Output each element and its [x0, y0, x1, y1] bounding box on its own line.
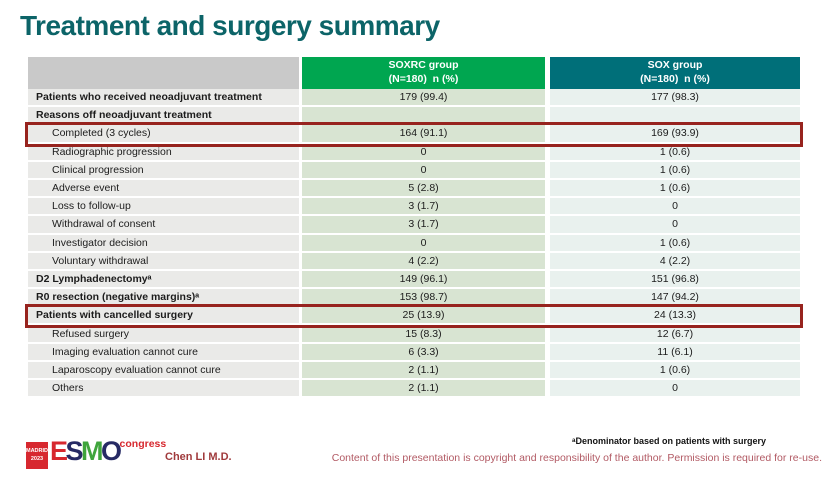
copyright-notice: Content of this presentation is copyrigh… [331, 452, 822, 464]
author-name: Chen LI M.D. [165, 451, 232, 463]
sox-value: 169 (93.9) [550, 125, 800, 142]
esmo-letter-s: S [65, 436, 84, 466]
table-row: Investigator decision 0 1 (0.6) [28, 234, 800, 253]
table-row: Loss to follow-up 3 (1.7) 0 [28, 198, 800, 217]
table-row: Clinical progression 0 1 (0.6) [28, 161, 800, 180]
table-row: Adverse event 5 (2.8) 1 (0.6) [28, 179, 800, 199]
sox-value: 24 (13.3) [550, 307, 800, 324]
row-label: D2 Lymphadenectomyᵃ [28, 270, 299, 288]
table-header-row: SOXRC group (N=180) n (%) SOX group (N=1… [28, 57, 800, 89]
soxrc-value [302, 107, 545, 124]
congress-label: congress [119, 438, 167, 450]
soxrc-value: 2 (1.1) [302, 361, 545, 378]
table-row: Reasons off neoadjuvant treatment [28, 107, 800, 126]
treatment-summary-table: SOXRC group (N=180) n (%) SOX group (N=1… [28, 57, 800, 399]
row-label: Adverse event [28, 179, 299, 197]
sox-value: 12 (6.7) [550, 325, 800, 342]
row-label: Withdrawal of consent [28, 216, 299, 233]
row-label: Laparoscopy evaluation cannot cure [28, 361, 299, 378]
sox-value: 1 (0.6) [550, 161, 800, 178]
soxrc-group-name: SOXRC group [388, 59, 459, 72]
table-row: Patients who received neoadjuvant treatm… [28, 89, 800, 108]
table-row: Others 2 (1.1) 0 [28, 380, 800, 399]
madrid-2023-badge: MADRID 2023 [26, 442, 48, 469]
table-body: Patients who received neoadjuvant treatm… [28, 89, 800, 399]
sox-value: 1 (0.6) [550, 179, 800, 197]
badge-year: 2023 [30, 455, 44, 462]
soxrc-value: 0 [302, 161, 545, 178]
row-label: Patients who received neoadjuvant treatm… [28, 89, 299, 106]
soxrc-group-n: (N=180) n (%) [388, 73, 459, 85]
row-label: Completed (3 cycles) [28, 125, 299, 142]
soxrc-value: 4 (2.2) [302, 252, 545, 269]
column-header-empty [28, 57, 299, 89]
sox-value: 151 (96.8) [550, 270, 800, 288]
row-label: Voluntary withdrawal [28, 252, 299, 269]
soxrc-value: 179 (99.4) [302, 89, 545, 106]
row-label: Others [28, 380, 299, 397]
table-row: Withdrawal of consent 3 (1.7) 0 [28, 216, 800, 235]
table-row: Radiographic progression 0 1 (0.6) [28, 143, 800, 162]
soxrc-value: 3 (1.7) [302, 198, 545, 215]
sox-value: 147 (94.2) [550, 289, 800, 306]
table-row: R0 resection (negative margins)ᵃ 153 (98.… [28, 289, 800, 308]
soxrc-value: 0 [302, 234, 545, 251]
sox-value: 0 [550, 216, 800, 233]
row-label: Patients with cancelled surgery [28, 307, 299, 324]
denominator-footnote: ᵃDenominator based on patients with surg… [572, 436, 766, 446]
soxrc-value: 153 (98.7) [302, 289, 545, 306]
sox-value: 4 (2.2) [550, 252, 800, 269]
row-label: Radiographic progression [28, 143, 299, 160]
row-label: Clinical progression [28, 161, 299, 178]
row-label: Investigator decision [28, 234, 299, 251]
row-label: R0 resection (negative margins)ᵃ [28, 289, 299, 306]
slide-title: Treatment and surgery summary [20, 10, 440, 41]
sox-value: 11 (6.1) [550, 343, 800, 360]
sox-value: 1 (0.6) [550, 143, 800, 160]
sox-value: 0 [550, 380, 800, 397]
esmo-letter-m: M [81, 436, 104, 466]
row-label: Refused surgery [28, 325, 299, 342]
soxrc-value: 25 (13.9) [302, 307, 545, 324]
table-row-highlighted: Patients with cancelled surgery 25 (13.9)… [28, 307, 800, 326]
sox-value: 0 [550, 198, 800, 215]
soxrc-value: 5 (2.8) [302, 179, 545, 197]
sox-value: 177 (98.3) [550, 89, 800, 106]
esmo-wordmark: ESMO [50, 436, 122, 467]
soxrc-value: 164 (91.1) [302, 125, 545, 142]
sox-group-n: (N=180) n (%) [640, 73, 710, 85]
sox-group-name: SOX group [647, 59, 703, 72]
table-row: Imaging evaluation cannot cure 6 (3.3) 11 … [28, 343, 800, 362]
esmo-letter-o: O [101, 436, 122, 466]
soxrc-value: 3 (1.7) [302, 216, 545, 233]
sox-value [550, 107, 800, 124]
soxrc-value: 149 (96.1) [302, 270, 545, 288]
table-row: D2 Lymphadenectomyᵃ 149 (96.1) 151 (96.8) [28, 270, 800, 290]
soxrc-value: 0 [302, 143, 545, 160]
badge-city: MADRID [26, 447, 48, 454]
row-label: Imaging evaluation cannot cure [28, 343, 299, 360]
sox-value: 1 (0.6) [550, 361, 800, 378]
column-header-soxrc-group: SOXRC group (N=180) n (%) [302, 57, 545, 89]
esmo-congress-logo: MADRID 2023 ESMO congress [26, 436, 167, 469]
soxrc-value: 15 (8.3) [302, 325, 545, 342]
soxrc-value: 6 (3.3) [302, 343, 545, 360]
esmo-letter-e: E [50, 436, 68, 466]
table-row: Voluntary withdrawal 4 (2.2) 4 (2.2) [28, 252, 800, 271]
table-row: Refused surgery 15 (8.3) 12 (6.7) [28, 325, 800, 344]
sox-value: 1 (0.6) [550, 234, 800, 251]
table-row-highlighted: Completed (3 cycles) 164 (91.1) 169 (93.9) [28, 125, 800, 144]
row-label: Loss to follow-up [28, 198, 299, 215]
column-header-sox-group: SOX group (N=180) n (%) [550, 57, 800, 89]
table-row: Laparoscopy evaluation cannot cure 2 (1.1… [28, 361, 800, 380]
soxrc-value: 2 (1.1) [302, 380, 545, 397]
row-label: Reasons off neoadjuvant treatment [28, 107, 299, 124]
